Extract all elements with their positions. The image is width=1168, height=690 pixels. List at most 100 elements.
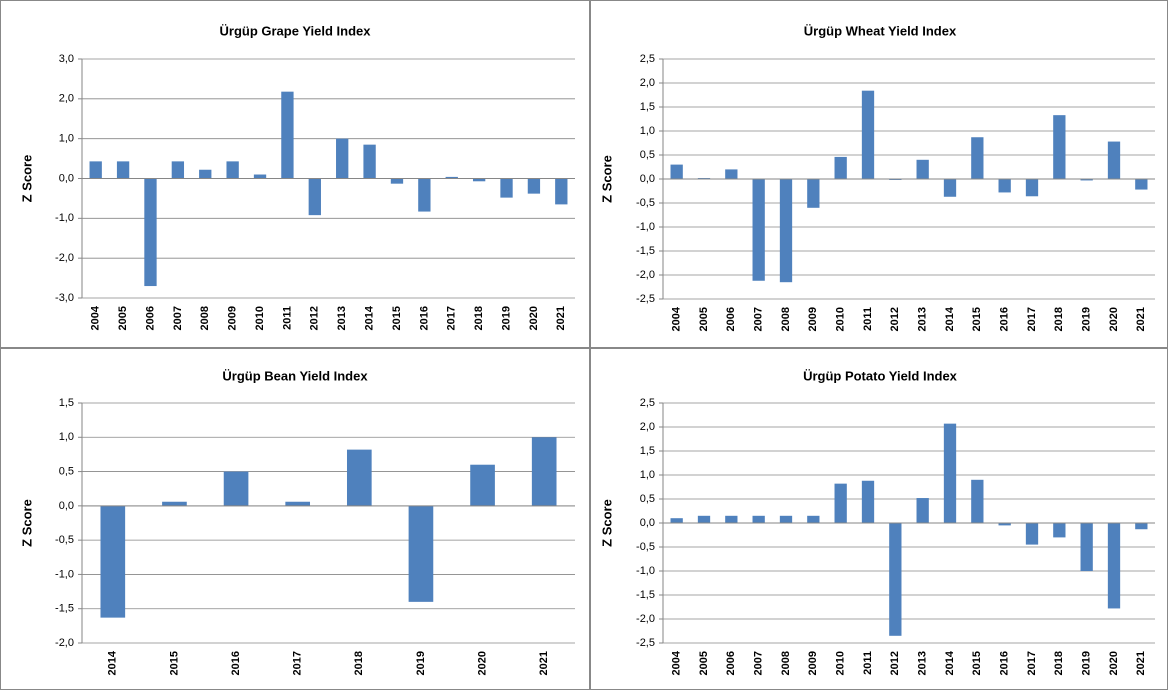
x-tick-label: 2017 — [1026, 651, 1038, 675]
bar — [1135, 179, 1148, 190]
x-tick-label: 2014 — [107, 650, 119, 675]
bar — [445, 176, 458, 179]
y-tick-label: 0,0 — [59, 172, 74, 184]
x-tick-label: 2004 — [90, 305, 102, 330]
x-tick-label: 2015 — [168, 651, 180, 675]
x-tick-label: 2016 — [999, 651, 1011, 675]
x-tick-label: 2004 — [671, 306, 683, 331]
bar — [1025, 523, 1039, 545]
chart-title: Ürgüp Bean Yield Index — [222, 368, 368, 383]
x-tick-label: 2021 — [538, 651, 550, 675]
y-tick-label: 0,0 — [640, 517, 655, 529]
x-tick-label: 2011 — [281, 306, 293, 330]
bar — [1080, 523, 1093, 571]
x-tick-label: 2011 — [862, 651, 874, 675]
x-tick-label: 2005 — [117, 306, 129, 330]
y-tick-label: -1,0 — [55, 212, 74, 224]
y-tick-label: -1,5 — [636, 245, 655, 257]
x-tick-label: 2008 — [780, 307, 792, 331]
x-tick-label: 2020 — [476, 651, 488, 675]
y-tick-label: -1,5 — [55, 603, 74, 615]
bar — [531, 437, 557, 506]
x-tick-label: 2018 — [473, 306, 485, 330]
y-tick-label: 0,5 — [59, 465, 74, 477]
bar — [472, 178, 486, 182]
x-tick-label: 2016 — [999, 307, 1011, 331]
x-tick-label: 2015 — [971, 307, 983, 331]
x-tick-label: 2019 — [1081, 307, 1093, 331]
x-tick-label: 2013 — [336, 306, 348, 330]
x-tick-label: 2014 — [944, 306, 956, 331]
y-tick-label: -0,5 — [636, 541, 655, 553]
x-tick-label: 2017 — [446, 306, 458, 330]
bar — [527, 178, 541, 194]
y-tick-label: -2,5 — [636, 637, 655, 649]
bar — [408, 505, 434, 602]
bar — [1053, 115, 1066, 179]
y-tick-label: 2,5 — [640, 397, 655, 409]
y-tick-label: -2,5 — [636, 293, 655, 305]
x-tick-label: 2017 — [292, 651, 304, 675]
y-tick-label: 0,5 — [640, 149, 655, 161]
x-tick-label: 2018 — [1053, 651, 1065, 675]
y-axis-label: Z Score — [599, 499, 614, 547]
bar — [100, 505, 126, 618]
x-tick-label: 2008 — [199, 306, 211, 330]
x-tick-label: 2021 — [555, 306, 567, 330]
x-tick-label: 2019 — [1081, 651, 1093, 675]
x-tick-label: 2012 — [889, 651, 901, 675]
bar — [861, 480, 875, 523]
y-tick-label: -1,5 — [636, 589, 655, 601]
y-tick-label: 2,0 — [59, 93, 74, 105]
bar — [889, 523, 902, 636]
bar — [779, 179, 793, 283]
bar — [998, 179, 1011, 193]
bar — [89, 161, 102, 179]
bar — [470, 464, 495, 506]
x-tick-label: 2016 — [230, 651, 242, 675]
bar — [670, 164, 683, 179]
bar — [336, 138, 349, 179]
bar — [916, 498, 929, 523]
bar — [1025, 179, 1039, 197]
bar — [971, 137, 984, 179]
x-tick-label: 2020 — [1108, 307, 1120, 331]
bar — [779, 515, 793, 523]
bar — [697, 515, 711, 523]
y-tick-label: -0,5 — [636, 197, 655, 209]
x-tick-label: 2016 — [418, 306, 430, 330]
x-tick-label: 2020 — [1108, 651, 1120, 675]
x-tick-label: 2017 — [1026, 307, 1038, 331]
bar — [861, 90, 875, 179]
y-tick-label: -1,0 — [636, 221, 655, 233]
y-tick-label: 0,0 — [59, 500, 74, 512]
x-tick-label: 2014 — [363, 305, 375, 330]
bar — [500, 178, 513, 198]
bar — [418, 178, 431, 212]
x-tick-label: 2010 — [835, 307, 847, 331]
x-tick-label: 2004 — [671, 650, 683, 675]
y-axis-label: Z Score — [599, 155, 614, 203]
bar — [346, 449, 372, 506]
x-tick-label: 2020 — [528, 306, 540, 330]
bar — [943, 179, 957, 197]
bar — [752, 179, 765, 281]
x-tick-label: 2011 — [862, 307, 874, 331]
y-tick-label: 1,0 — [640, 125, 655, 137]
bar — [971, 479, 984, 523]
y-tick-label: 2,0 — [640, 421, 655, 433]
x-tick-label: 2009 — [807, 307, 819, 331]
y-tick-label: 1,0 — [59, 431, 74, 443]
x-tick-label: 2005 — [698, 307, 710, 331]
bar — [308, 178, 321, 216]
bar — [223, 471, 249, 506]
x-tick-label: 2006 — [144, 306, 156, 330]
bar — [752, 515, 765, 523]
bar — [998, 523, 1011, 526]
x-tick-label: 2015 — [971, 651, 983, 675]
x-tick-label: 2019 — [500, 306, 512, 330]
bar — [116, 161, 130, 179]
x-tick-label: 2015 — [391, 306, 403, 330]
bar — [285, 501, 311, 506]
